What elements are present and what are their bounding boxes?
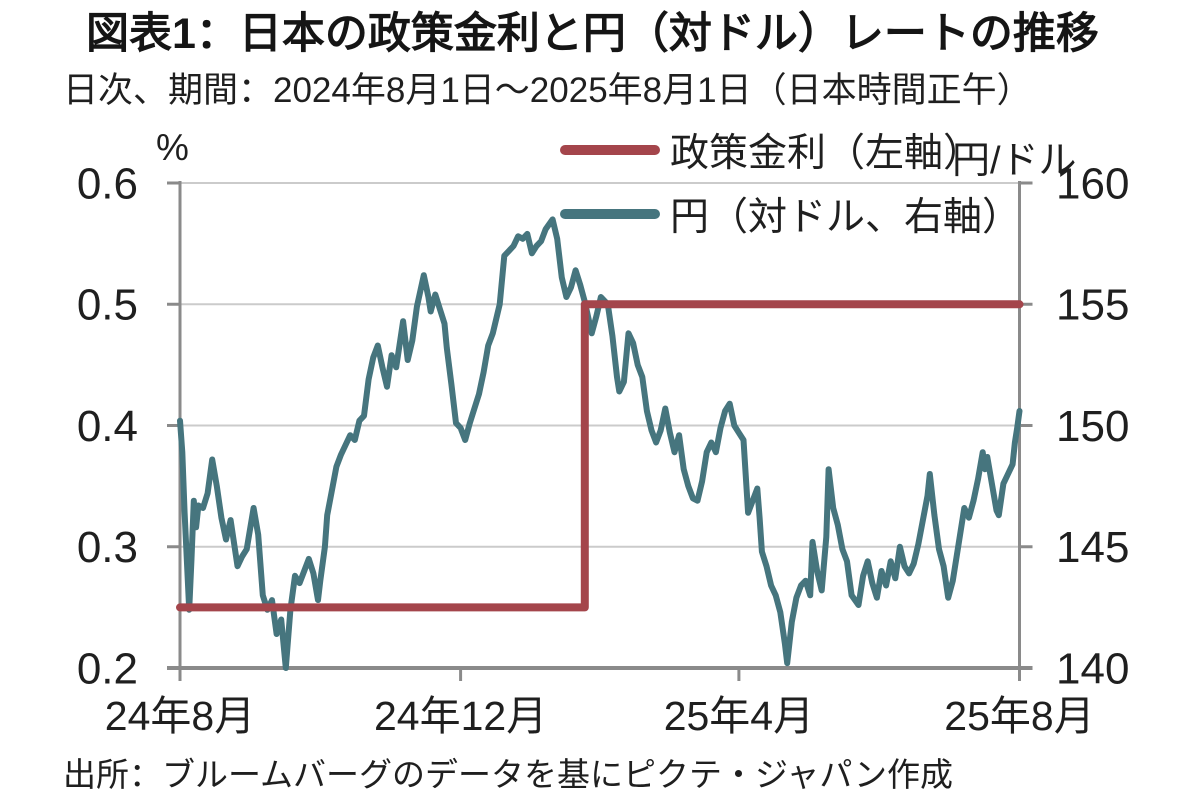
y-left-tick-label: 0.5 <box>77 281 138 330</box>
left-axis-unit-label: % <box>156 127 189 168</box>
policy-rate-line <box>176 300 1024 612</box>
x-tick-label: 25年8月 <box>944 693 1094 739</box>
legend-item-policy-rate: 政策金利（左軸） <box>560 128 1040 175</box>
y-left-tick-label: 0.2 <box>77 644 138 693</box>
y-right-tick-label: 145 <box>1056 523 1129 572</box>
right-axis-unit-label: 円/ドル <box>952 140 1077 182</box>
yen-exchange-rate-line <box>177 216 1023 671</box>
yen-line-swatch <box>560 209 660 219</box>
y-left-tick-label: 0.3 <box>77 523 138 572</box>
chart-legend: 政策金利（左軸） 円（対ドル、右軸） <box>560 128 1040 239</box>
y-right-tick-label: 160 <box>1056 159 1129 208</box>
legend-item-yen-rate: 円（対ドル、右軸） <box>560 192 1040 239</box>
legend-label-policy-rate: 政策金利（左軸） <box>670 132 983 175</box>
chart-title: 図表1：日本の政策金利と円（対ドル）レートの推移 <box>86 10 1099 58</box>
legend-label-yen-rate: 円（対ドル、右軸） <box>670 196 1022 239</box>
y-right-tick-label: 140 <box>1056 644 1129 693</box>
source-note: 出所：ブルームバーグのデータを基にピクテ・ジャパン作成 <box>63 756 954 793</box>
x-tick-label: 24年8月 <box>105 693 255 739</box>
y-left-tick-label: 0.6 <box>77 159 138 208</box>
x-tick-label: 24年12月 <box>374 693 547 739</box>
y-right-tick-label: 155 <box>1056 281 1129 330</box>
y-left-tick-label: 0.4 <box>77 402 138 451</box>
policy-rate-line-swatch <box>560 145 660 155</box>
chart-subtitle: 日次、期間：2024年8月1日～2025年8月1日（日本時間正午） <box>63 71 1032 110</box>
y-right-tick-label: 150 <box>1056 402 1129 451</box>
x-tick-label: 25年4月 <box>664 693 814 739</box>
